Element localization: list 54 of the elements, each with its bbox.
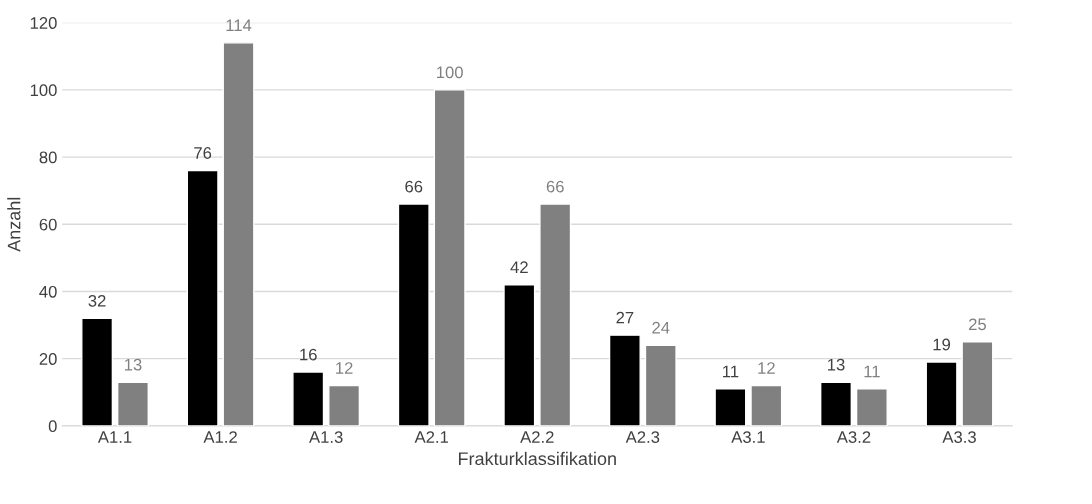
x-tick-label: A1.2: [203, 431, 237, 443]
data-label: 12: [336, 362, 353, 374]
y-tick-label: 40: [39, 285, 57, 298]
bar: [714, 388, 747, 426]
bar: [222, 42, 255, 426]
bar: [750, 384, 783, 426]
data-label: 66: [546, 180, 564, 193]
x-tick-label: A3.2: [836, 431, 871, 443]
bar: [503, 284, 536, 426]
bar: [961, 341, 994, 426]
x-tick-label: A3.3: [942, 431, 976, 443]
x-tick-label: A1.1: [97, 431, 132, 443]
data-label: 16: [300, 348, 317, 361]
data-label: 25: [969, 318, 987, 331]
bar: [81, 317, 114, 426]
data-label: 76: [194, 147, 212, 159]
bar: [819, 381, 853, 426]
data-label: 11: [864, 365, 880, 378]
x-tick-label: A2.2: [520, 431, 554, 443]
data-label: 27: [616, 311, 634, 324]
data-label: 11: [723, 365, 739, 378]
data-label: 24: [652, 321, 670, 334]
y-tick-label: 60: [39, 218, 57, 231]
x-tick-label: A2.1: [414, 431, 449, 443]
bar: [433, 89, 466, 426]
data-label: 100: [437, 66, 463, 79]
y-tick-label: 100: [30, 84, 57, 97]
bar: [608, 334, 641, 426]
bar: [539, 203, 572, 426]
y-tick-label: 120: [30, 17, 57, 29]
bar: [292, 371, 325, 426]
y-tick-label: 80: [39, 151, 57, 164]
data-label: 13: [124, 358, 142, 371]
data-label: 42: [510, 261, 528, 273]
bar: [644, 344, 677, 426]
data-label: 12: [758, 362, 775, 374]
x-tick-label: A2.3: [625, 431, 660, 443]
bar: [925, 361, 958, 426]
x-axis-title: Frakturklassifikation: [458, 451, 616, 466]
data-label: 114: [226, 19, 252, 32]
data-label: 13: [828, 358, 845, 371]
bar: [186, 169, 219, 426]
x-tick-label: A1.3: [309, 431, 343, 443]
y-axis-title: Anzahl: [7, 197, 21, 252]
x-tick-label: A3.1: [731, 431, 765, 443]
y-tick-label: 0: [48, 420, 57, 433]
bar: [116, 381, 149, 426]
bar: [328, 384, 361, 426]
data-label: 19: [933, 338, 951, 351]
y-tick-label: 20: [39, 353, 57, 365]
data-label: 66: [405, 180, 423, 193]
bar: [397, 203, 430, 426]
data-label: 32: [88, 294, 106, 307]
bar: [855, 388, 888, 426]
